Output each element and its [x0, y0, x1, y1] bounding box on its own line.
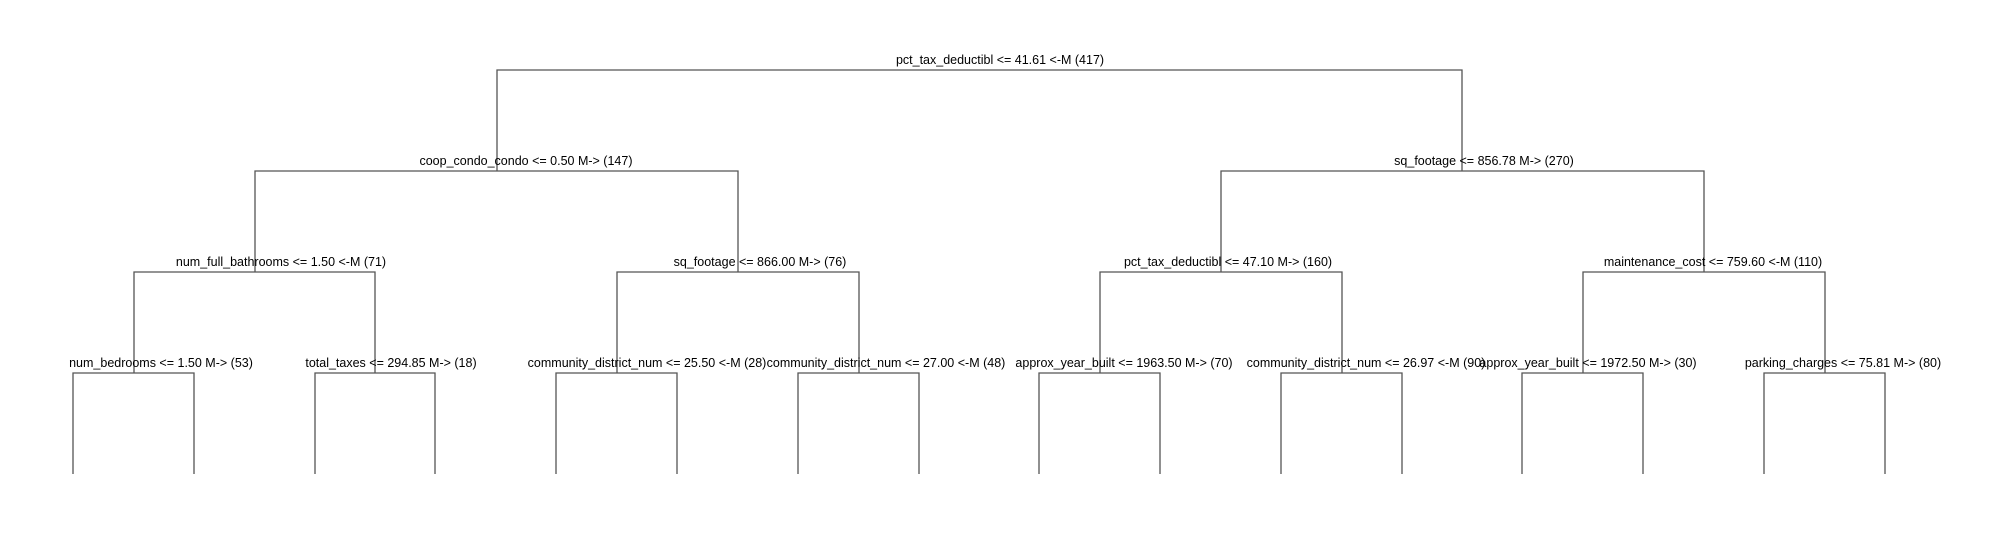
node-label-n-rl: pct_tax_deductibl <= 47.10 M-> (160) [1124, 255, 1332, 269]
node-label-root: pct_tax_deductibl <= 41.61 <-M (417) [896, 53, 1104, 67]
node-label-n-lrl: community_district_num <= 25.50 <-M (28) [528, 356, 767, 370]
edge-n-rr-split [1582, 271, 1826, 373]
edge-n-ll-split [133, 271, 376, 373]
node-label-n-r: sq_footage <= 856.78 M-> (270) [1394, 154, 1574, 168]
edge-n-r-split [1220, 170, 1705, 272]
edge-n-rlr-split [1280, 372, 1403, 474]
edge-n-rrl-split [1521, 372, 1644, 474]
node-label-n-rr: maintenance_cost <= 759.60 <-M (110) [1604, 255, 1822, 269]
tree-labels: pct_tax_deductibl <= 41.61 <-M (417) coo… [69, 53, 1941, 370]
node-label-n-rrl: approx_year_built <= 1972.50 M-> (30) [1479, 356, 1696, 370]
edge-n-l-split [254, 170, 739, 272]
edge-n-lrl-split [555, 372, 678, 474]
edge-n-lr-split [616, 271, 860, 373]
edge-n-rll-split [1038, 372, 1161, 474]
node-label-n-lrr: community_district_num <= 27.00 <-M (48) [767, 356, 1006, 370]
edge-n-lll-split [72, 372, 195, 474]
edge-n-lrr-split [797, 372, 920, 474]
edge-root-split [496, 69, 1463, 171]
node-label-n-rll: approx_year_built <= 1963.50 M-> (70) [1015, 356, 1232, 370]
node-label-n-lr: sq_footage <= 866.00 M-> (76) [674, 255, 847, 269]
edge-n-rrr-split [1763, 372, 1886, 474]
node-label-n-ll: num_full_bathrooms <= 1.50 <-M (71) [176, 255, 386, 269]
tree-edges [72, 69, 1886, 474]
node-label-n-rrr: parking_charges <= 75.81 M-> (80) [1745, 356, 1941, 370]
node-label-n-llr: total_taxes <= 294.85 M-> (18) [305, 356, 476, 370]
node-label-n-lll: num_bedrooms <= 1.50 M-> (53) [69, 356, 253, 370]
edge-n-llr-split [314, 372, 436, 474]
node-label-n-l: coop_condo_condo <= 0.50 M-> (147) [419, 154, 632, 168]
node-label-n-rlr: community_district_num <= 26.97 <-M (90) [1247, 356, 1486, 370]
edge-n-rl-split [1099, 271, 1343, 373]
